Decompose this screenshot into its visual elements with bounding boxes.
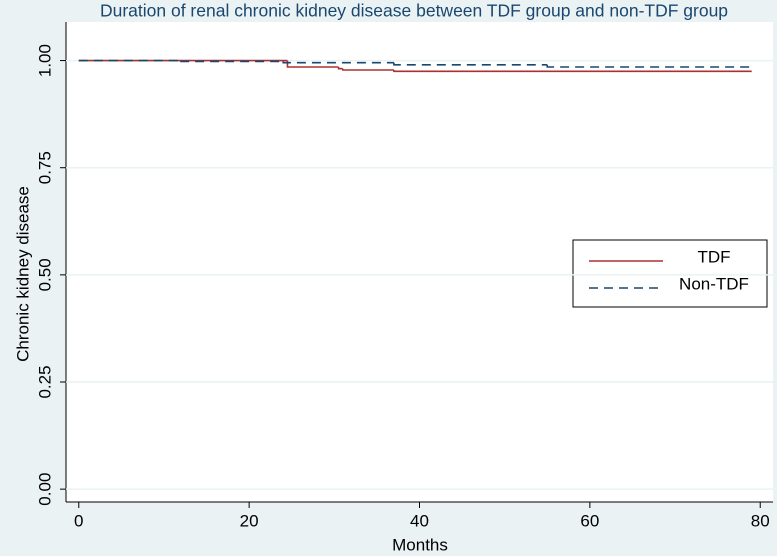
step-segment [180,60,284,63]
x-tick-label: 0 [74,511,83,530]
step-segment [337,67,343,70]
x-axis-label: Months [392,535,448,554]
step-segment [282,61,394,64]
legend-label: TDF [697,247,730,266]
y-tick-label: 0.00 [35,473,54,506]
y-axis-label: Chronic kidney disease [13,186,32,362]
step-segment [393,70,752,73]
x-tick-label: 60 [580,511,599,530]
legend-box [572,239,768,308]
x-tick-label: 20 [240,511,259,530]
y-tick-label: 0.75 [35,151,54,184]
step-segment [393,62,548,66]
legend-label: Non-TDF [679,274,749,293]
chart-title: Duration of renal chronic kidney disease… [100,1,728,21]
y-tick-label: 0.50 [35,258,54,291]
x-tick-label: 40 [410,511,429,530]
step-segment [342,68,394,71]
y-tick-label: 0.25 [35,365,54,398]
x-tick-label: 80 [751,511,770,530]
legend: TDF Non-TDF [572,239,768,308]
step-segment [546,64,752,68]
y-tick-label: 1.00 [35,44,54,77]
